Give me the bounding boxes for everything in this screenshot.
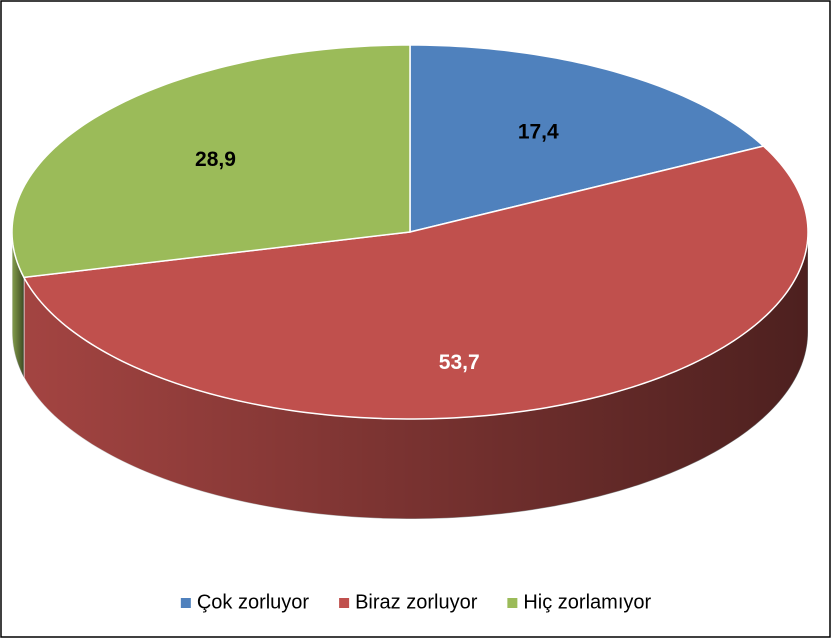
slice [409,44,766,233]
slice-side-shade [23,232,809,519]
data-label: 28,9 [195,148,236,171]
legend-item: Çok zorluyor [180,591,310,613]
legend-marker [507,598,518,608]
slice [22,145,809,420]
legend-item: Biraz zorluyor [339,591,478,613]
legend-label: Çok zorluyor [197,591,310,613]
data-label: 53,7 [439,351,480,374]
legend-label: Biraz zorluyor [355,591,478,613]
data-label: 17,4 [518,121,559,144]
legend-label: Hiç zorlamıyor [523,591,651,613]
slice [11,44,411,279]
legend-item: Hiç zorlamıyor [507,591,652,613]
legend-marker [180,598,191,608]
legend-marker [339,598,350,608]
slice-side-shade [12,232,24,378]
